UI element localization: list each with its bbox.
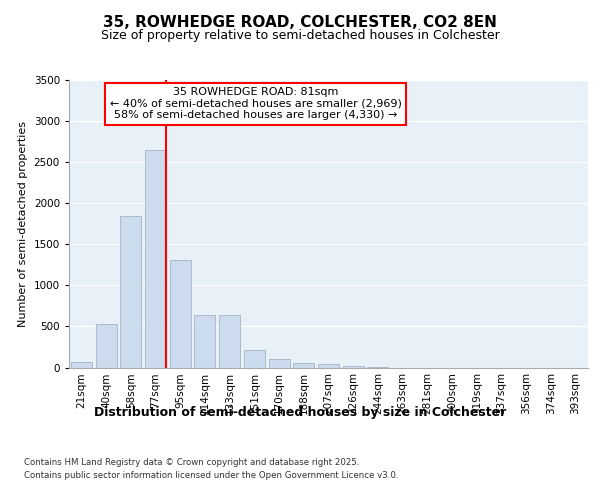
Bar bbox=[244, 350, 265, 368]
Text: Size of property relative to semi-detached houses in Colchester: Size of property relative to semi-detach… bbox=[101, 30, 499, 43]
Text: 35 ROWHEDGE ROAD: 81sqm
← 40% of semi-detached houses are smaller (2,969)
58% of: 35 ROWHEDGE ROAD: 81sqm ← 40% of semi-de… bbox=[110, 87, 402, 120]
Bar bbox=[343, 366, 364, 368]
Y-axis label: Number of semi-detached properties: Number of semi-detached properties bbox=[18, 120, 28, 327]
Bar bbox=[219, 315, 240, 368]
Bar bbox=[269, 360, 290, 368]
Text: Distribution of semi-detached houses by size in Colchester: Distribution of semi-detached houses by … bbox=[94, 406, 506, 419]
Text: 35, ROWHEDGE ROAD, COLCHESTER, CO2 8EN: 35, ROWHEDGE ROAD, COLCHESTER, CO2 8EN bbox=[103, 15, 497, 30]
Bar bbox=[318, 364, 339, 368]
Bar bbox=[170, 260, 191, 368]
Bar bbox=[367, 366, 388, 368]
Bar bbox=[120, 216, 141, 368]
Bar bbox=[71, 362, 92, 368]
Text: Contains public sector information licensed under the Open Government Licence v3: Contains public sector information licen… bbox=[24, 472, 398, 480]
Bar bbox=[95, 324, 116, 368]
Bar bbox=[293, 363, 314, 368]
Bar bbox=[145, 150, 166, 368]
Text: Contains HM Land Registry data © Crown copyright and database right 2025.: Contains HM Land Registry data © Crown c… bbox=[24, 458, 359, 467]
Bar bbox=[194, 315, 215, 368]
